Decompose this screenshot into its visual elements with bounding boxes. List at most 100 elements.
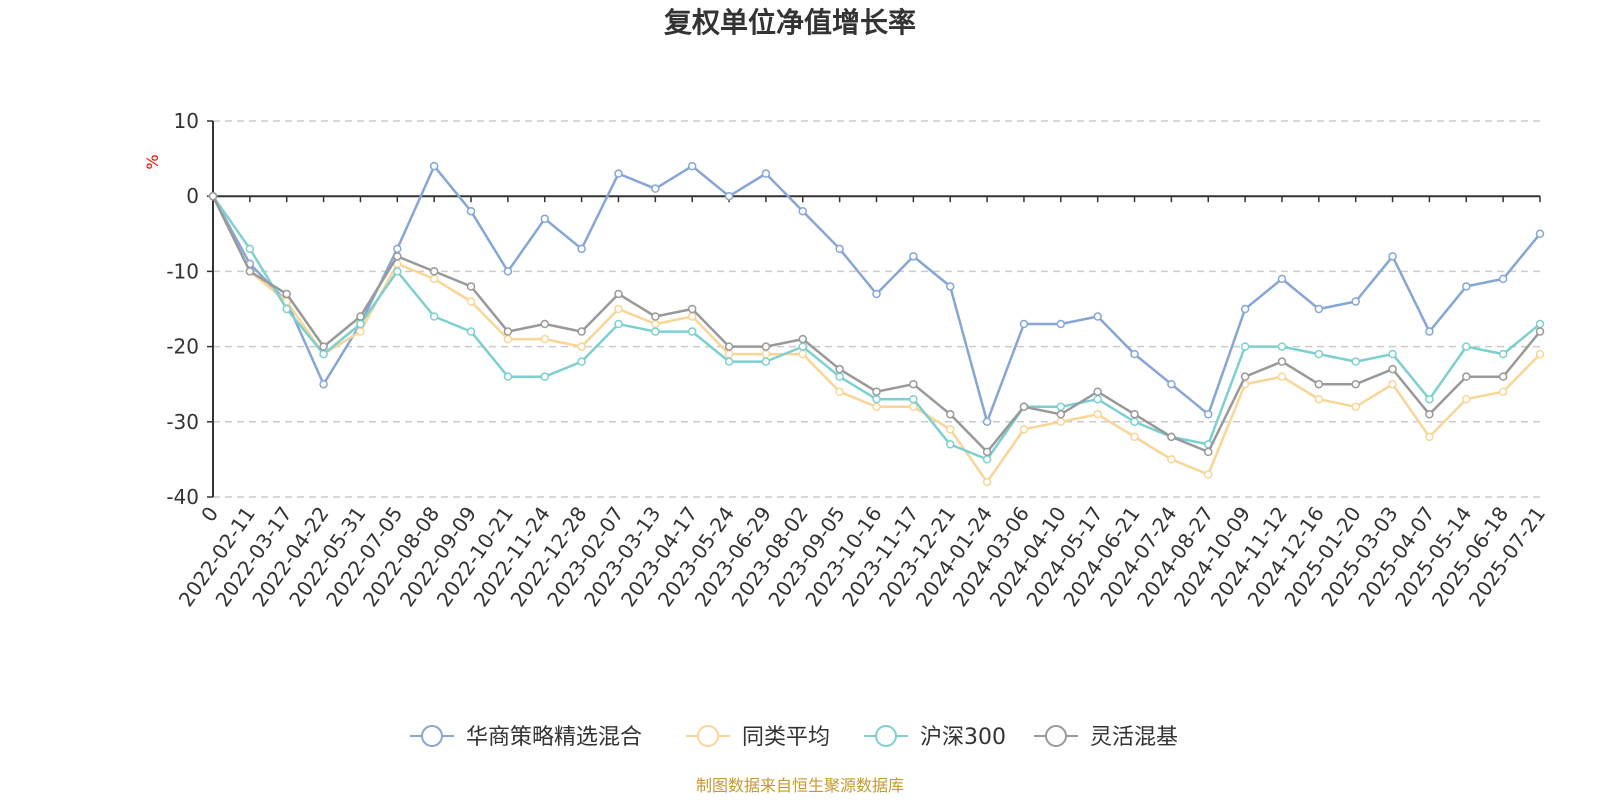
data-point <box>577 357 586 366</box>
legend-marker-icon <box>1045 725 1067 747</box>
data-point <box>761 342 771 351</box>
data-point <box>208 191 218 201</box>
data-point <box>651 319 660 329</box>
data-point <box>1425 432 1434 442</box>
data-point <box>1351 357 1360 366</box>
legend-item[interactable]: 灵活混基 <box>1034 725 1178 750</box>
data-point <box>687 312 697 321</box>
data-point <box>1130 432 1139 442</box>
data-point <box>1277 342 1287 351</box>
data-point <box>1462 282 1471 291</box>
data-point <box>466 327 476 336</box>
data-point <box>872 387 881 396</box>
data-point <box>761 357 771 366</box>
data-point <box>1240 342 1250 351</box>
data-point <box>577 342 586 351</box>
data-point <box>909 394 918 404</box>
data-point <box>724 191 734 201</box>
data-point <box>1314 304 1324 314</box>
y-axis-ticks: 10 0 -10 -20 -30 -40 <box>166 109 214 509</box>
data-point <box>614 319 623 329</box>
data-point <box>356 319 365 329</box>
legend-item[interactable]: 沪深300 <box>864 725 1006 750</box>
data-point <box>982 455 992 464</box>
data-point <box>909 379 918 389</box>
data-point <box>356 327 365 336</box>
series-line <box>211 195 1541 484</box>
data-point <box>1056 417 1066 427</box>
data-point <box>503 327 513 336</box>
y-axis-unit: % <box>143 154 162 169</box>
data-point <box>1240 372 1250 381</box>
data-point <box>614 304 623 314</box>
data-point <box>356 312 365 321</box>
data-point <box>687 327 697 336</box>
data-point <box>429 267 439 276</box>
data-point <box>761 349 771 359</box>
series-line <box>211 195 1541 461</box>
data-point <box>724 357 734 366</box>
data-point <box>1093 410 1102 419</box>
data-point <box>282 289 291 299</box>
data-point <box>1425 327 1434 336</box>
data-point <box>651 312 660 321</box>
legend-marker-icon <box>421 725 443 747</box>
data-point <box>1425 394 1434 404</box>
data-point <box>1498 274 1508 284</box>
data-point <box>651 327 660 336</box>
data-point <box>1498 372 1508 381</box>
data-point <box>1019 319 1029 329</box>
source-note: 制图数据来自恒生聚源数据库 <box>696 776 904 795</box>
data-point <box>1167 432 1176 442</box>
data-point <box>466 297 476 306</box>
data-point <box>1498 387 1508 396</box>
data-point <box>1056 402 1066 412</box>
series-line <box>211 195 1541 454</box>
y-tick-label: -10 <box>166 259 199 283</box>
data-point <box>1056 319 1066 329</box>
data-point <box>1167 455 1176 464</box>
series-group <box>208 161 1545 427</box>
legend-item[interactable]: 同类平均 <box>686 725 830 750</box>
data-point <box>393 267 402 276</box>
data-point <box>429 274 439 284</box>
data-point <box>393 244 402 254</box>
data-point <box>393 252 402 261</box>
series-layer <box>208 161 1545 487</box>
series-group <box>208 191 1545 457</box>
data-point <box>687 161 697 171</box>
data-point <box>651 184 660 193</box>
data-point <box>945 425 955 434</box>
data-point <box>429 161 439 171</box>
data-point <box>687 304 697 314</box>
series-group <box>208 191 1545 487</box>
data-point <box>577 244 586 254</box>
legend-label: 华商策略精选混合 <box>466 725 642 750</box>
data-point <box>540 372 549 381</box>
data-point <box>835 372 844 381</box>
y-tick-label: 0 <box>186 184 199 208</box>
data-point <box>1314 394 1324 404</box>
data-point <box>282 304 291 314</box>
data-point <box>1167 379 1176 389</box>
data-point <box>1388 364 1397 374</box>
legend-item[interactable]: 华商策略精选混合 <box>410 725 642 750</box>
data-point <box>798 206 808 216</box>
legend-marker-icon <box>697 725 719 747</box>
y-tick-label: -20 <box>166 335 199 359</box>
data-point <box>1130 349 1139 359</box>
data-point <box>1093 394 1102 404</box>
data-point <box>245 267 255 276</box>
data-point <box>1204 470 1213 479</box>
data-point <box>872 394 881 404</box>
data-point <box>319 342 328 351</box>
data-point <box>1204 410 1213 419</box>
data-point <box>835 364 844 374</box>
data-point <box>1056 410 1066 419</box>
data-point <box>1388 252 1397 261</box>
gridlines <box>213 120 1540 498</box>
data-point <box>1388 349 1397 359</box>
data-point <box>1498 349 1508 359</box>
data-point <box>835 387 844 396</box>
data-point <box>577 327 586 336</box>
